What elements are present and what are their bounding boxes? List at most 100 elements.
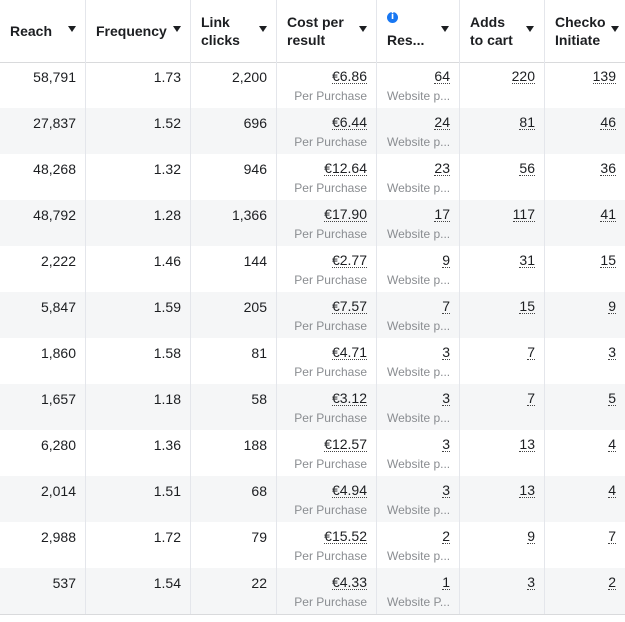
results-value[interactable]: 1: [442, 574, 450, 590]
checkouts-initiated-value[interactable]: 9: [608, 298, 616, 314]
info-icon[interactable]: i: [387, 12, 398, 23]
checkouts-initiated-value[interactable]: 4: [608, 436, 616, 452]
results-value[interactable]: 3: [442, 436, 450, 452]
results-value[interactable]: 64: [434, 68, 450, 84]
column-header-results[interactable]: i Res...: [377, 0, 460, 62]
table-row[interactable]: 2,222 1.46 144 €2.77 Per Purchase 9 Webs…: [0, 246, 625, 292]
column-header-checkouts-initiated[interactable]: Checko Initiate: [545, 0, 625, 62]
results-value[interactable]: 23: [434, 160, 450, 176]
results-value[interactable]: 3: [442, 344, 450, 360]
link-clicks-value: 188: [243, 437, 267, 453]
table-row[interactable]: 27,837 1.52 696 €6.44 Per Purchase 24 We…: [0, 108, 625, 154]
cost-per-result-subtext: Per Purchase: [294, 273, 367, 287]
cost-per-result-value[interactable]: €2.77: [331, 252, 367, 268]
table-row[interactable]: 1,657 1.18 58 €3.12 Per Purchase 3 Websi…: [0, 384, 625, 430]
sort-caret-icon[interactable]: [173, 26, 181, 32]
checkouts-initiated-value[interactable]: 15: [600, 252, 616, 268]
column-label: Checko Initiate: [555, 14, 606, 48]
checkouts-initiated-value[interactable]: 5: [608, 390, 616, 406]
cell-adds-to-cart: 15: [460, 292, 545, 338]
cell-results: 64 Website p...: [377, 62, 460, 108]
cost-per-result-value[interactable]: €4.94: [331, 482, 367, 498]
cost-per-result-value[interactable]: €4.71: [331, 344, 367, 360]
reach-value: 6,280: [40, 437, 76, 453]
cell-cost-per-result: €12.57 Per Purchase: [277, 430, 377, 476]
table-row[interactable]: 6,280 1.36 188 €12.57 Per Purchase 3 Web…: [0, 430, 625, 476]
cell-link-clicks: 144: [191, 246, 277, 292]
adds-to-cart-value[interactable]: 13: [519, 436, 535, 452]
checkouts-initiated-value[interactable]: 139: [592, 68, 616, 84]
adds-to-cart-value[interactable]: 81: [519, 114, 535, 130]
adds-to-cart-value[interactable]: 7: [527, 390, 535, 406]
results-subtext: Website p...: [387, 135, 451, 149]
cell-link-clicks: 81: [191, 338, 277, 384]
sort-caret-icon[interactable]: [441, 26, 449, 32]
column-header-link-clicks[interactable]: Link clicks: [191, 0, 277, 62]
adds-to-cart-value[interactable]: 7: [527, 344, 535, 360]
sort-caret-icon[interactable]: [611, 26, 619, 32]
column-header-cost-per-result[interactable]: Cost per result: [277, 0, 377, 62]
checkouts-initiated-value[interactable]: 7: [608, 528, 616, 544]
results-value[interactable]: 3: [442, 390, 450, 406]
cost-per-result-value[interactable]: €15.52: [324, 528, 367, 544]
checkouts-initiated-value[interactable]: 4: [608, 482, 616, 498]
cost-per-result-value[interactable]: €6.44: [331, 114, 367, 130]
table-row[interactable]: 5,847 1.59 205 €7.57 Per Purchase 7 Webs…: [0, 292, 625, 338]
column-header-adds-to-cart[interactable]: Adds to cart: [460, 0, 545, 62]
adds-to-cart-value[interactable]: 117: [512, 206, 535, 222]
cell-adds-to-cart: 3: [460, 568, 545, 614]
cell-results: 7 Website p...: [377, 292, 460, 338]
adds-to-cart-value[interactable]: 31: [519, 252, 535, 268]
table-row[interactable]: 2,014 1.51 68 €4.94 Per Purchase 3 Websi…: [0, 476, 625, 522]
adds-to-cart-value[interactable]: 220: [511, 68, 535, 84]
checkouts-initiated-value[interactable]: 41: [600, 206, 616, 222]
link-clicks-value: 81: [251, 345, 267, 361]
sort-caret-icon[interactable]: [259, 26, 267, 32]
checkouts-initiated-value[interactable]: 46: [600, 114, 616, 130]
cost-per-result-value[interactable]: €12.64: [324, 160, 367, 176]
cost-per-result-value[interactable]: €6.86: [331, 68, 367, 84]
table-row[interactable]: 58,791 1.73 2,200 €6.86 Per Purchase 64 …: [0, 62, 625, 108]
link-clicks-value: 22: [251, 575, 267, 591]
adds-to-cart-value[interactable]: 3: [527, 574, 535, 590]
adds-to-cart-value[interactable]: 15: [519, 298, 535, 314]
cost-per-result-subtext: Per Purchase: [294, 89, 367, 103]
results-value[interactable]: 24: [434, 114, 450, 130]
adds-to-cart-value[interactable]: 13: [519, 482, 535, 498]
cell-frequency: 1.54: [86, 568, 191, 614]
table-row[interactable]: 2,988 1.72 79 €15.52 Per Purchase 2 Webs…: [0, 522, 625, 568]
cell-reach: 48,792: [0, 200, 86, 246]
cost-per-result-value[interactable]: €3.12: [331, 390, 367, 406]
sort-caret-icon[interactable]: [68, 26, 76, 32]
adds-to-cart-value[interactable]: 56: [519, 160, 535, 176]
cell-frequency: 1.36: [86, 430, 191, 476]
table-row[interactable]: 537 1.54 22 €4.33 Per Purchase 1 Website…: [0, 568, 625, 614]
column-header-reach[interactable]: Reach: [0, 0, 86, 62]
cost-per-result-value[interactable]: €7.57: [331, 298, 367, 314]
checkouts-initiated-value[interactable]: 3: [608, 344, 616, 360]
cell-reach: 2,222: [0, 246, 86, 292]
table-footer-edge: [0, 614, 625, 622]
cell-link-clicks: 188: [191, 430, 277, 476]
cell-checkouts-initiated: 4: [545, 476, 625, 522]
column-header-frequency[interactable]: Frequency: [86, 0, 191, 62]
table-row[interactable]: 48,268 1.32 946 €12.64 Per Purchase 23 W…: [0, 154, 625, 200]
adds-to-cart-value[interactable]: 9: [527, 528, 535, 544]
cell-cost-per-result: €3.12 Per Purchase: [277, 384, 377, 430]
results-value[interactable]: 2: [442, 528, 450, 544]
results-value[interactable]: 9: [442, 252, 450, 268]
results-value[interactable]: 7: [442, 298, 450, 314]
checkouts-initiated-value[interactable]: 36: [600, 160, 616, 176]
table-row[interactable]: 48,792 1.28 1,366 €17.90 Per Purchase 17…: [0, 200, 625, 246]
table-row[interactable]: 1,860 1.58 81 €4.71 Per Purchase 3 Websi…: [0, 338, 625, 384]
sort-caret-icon[interactable]: [526, 26, 534, 32]
cost-per-result-value[interactable]: €12.57: [324, 436, 367, 452]
results-value[interactable]: 17: [434, 206, 450, 222]
cell-reach: 58,791: [0, 62, 86, 108]
cell-frequency: 1.73: [86, 62, 191, 108]
cost-per-result-value[interactable]: €17.90: [324, 206, 367, 222]
cost-per-result-value[interactable]: €4.33: [331, 574, 367, 590]
sort-caret-icon[interactable]: [359, 26, 367, 32]
results-value[interactable]: 3: [442, 482, 450, 498]
checkouts-initiated-value[interactable]: 2: [608, 574, 616, 590]
